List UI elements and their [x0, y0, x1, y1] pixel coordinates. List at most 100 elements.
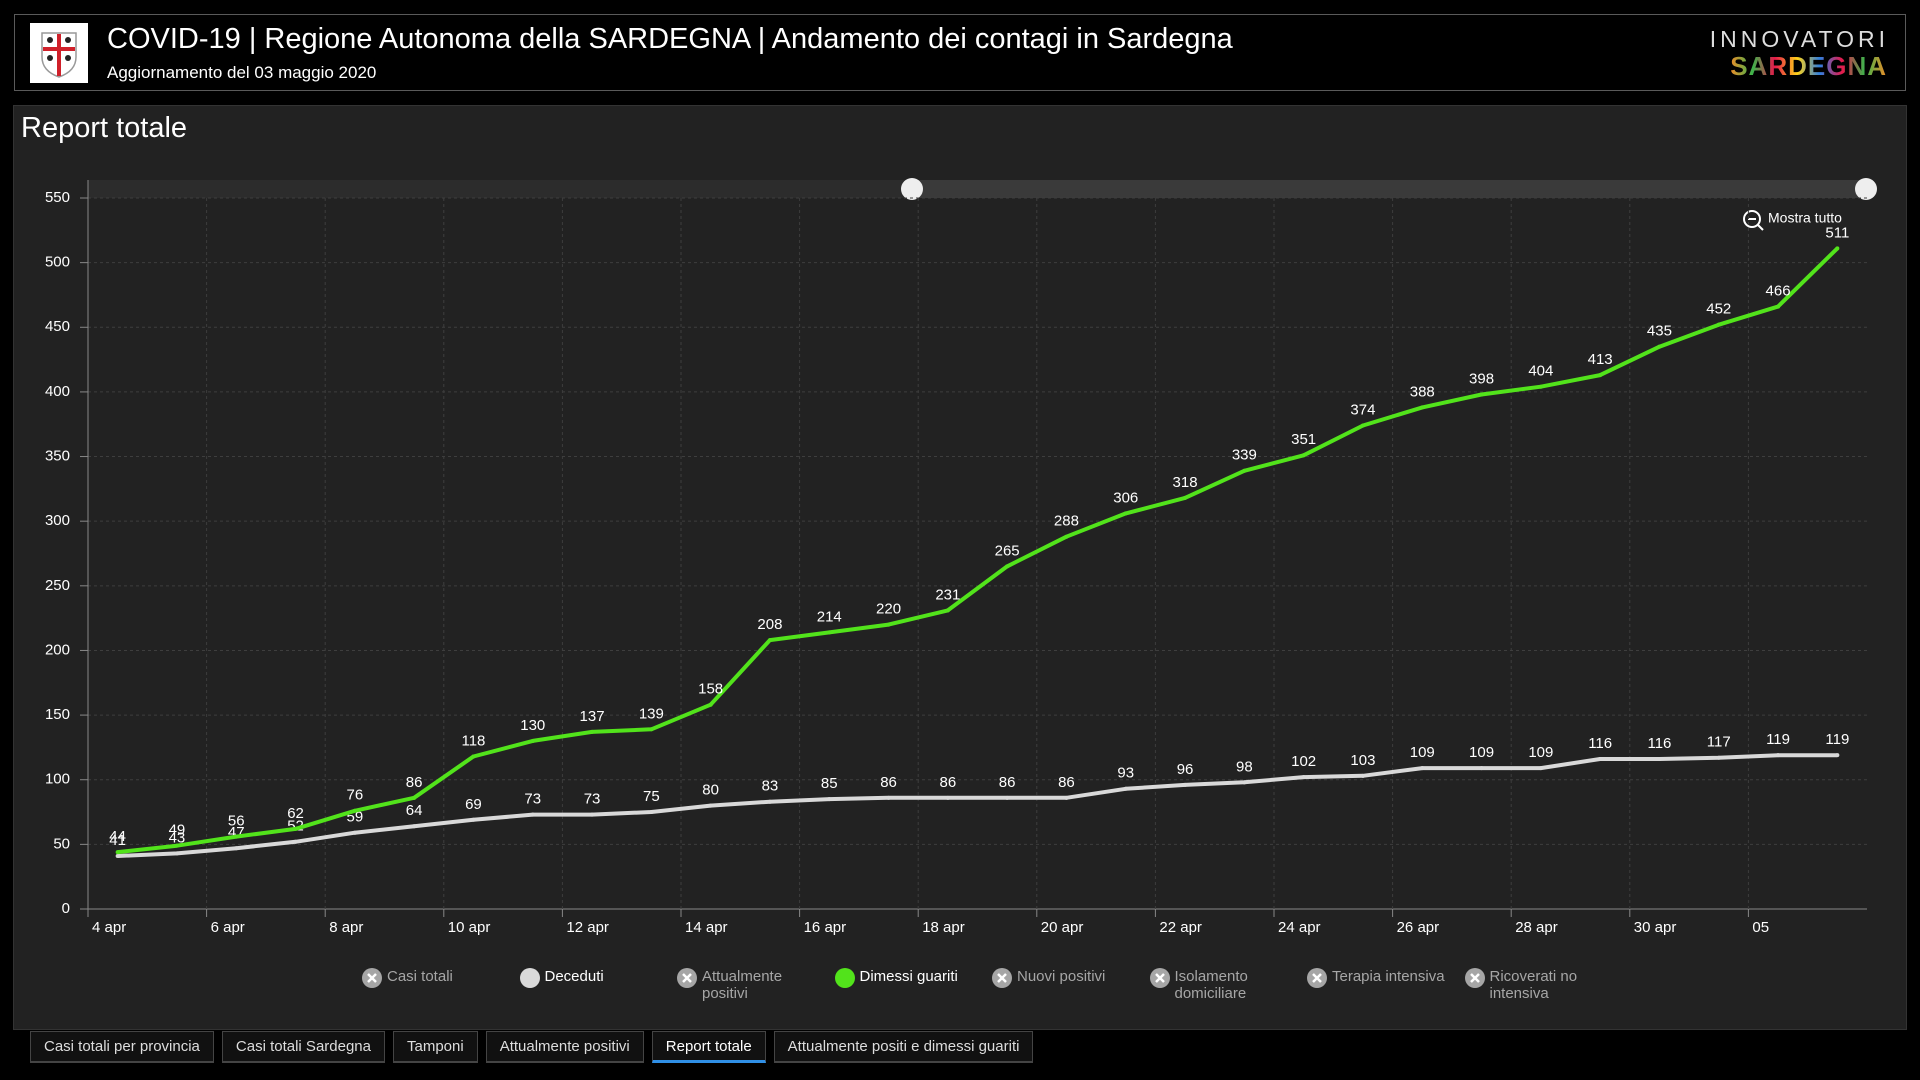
x-tick-label: 20 apr [1041, 919, 1084, 936]
data-label: 86 [1058, 774, 1075, 791]
data-point [234, 846, 239, 851]
legend-item[interactable]: Ricoverati no intensiva [1464, 968, 1610, 1002]
data-label: 98 [1236, 758, 1253, 775]
data-point [352, 830, 357, 835]
legend-item[interactable]: Deceduti [519, 968, 604, 988]
x-tick-label: 18 apr [922, 919, 965, 936]
data-label: 119 [1766, 731, 1790, 748]
data-label: 102 [1291, 753, 1316, 770]
data-label: 73 [524, 791, 541, 808]
data-point [412, 824, 417, 829]
data-label: 93 [1117, 765, 1134, 782]
scrollbar-handle[interactable] [901, 178, 923, 200]
data-label: 41 [109, 832, 126, 849]
tab-bar: Casi totali per provincia Casi totali Sar… [30, 1031, 1041, 1063]
legend-label: Terapia intensiva [1332, 968, 1445, 985]
data-point [1360, 423, 1365, 428]
tab[interactable]: Attualmente positi e dimessi guariti [773, 1031, 1034, 1063]
data-label: 109 [1410, 744, 1435, 761]
data-label: 374 [1350, 401, 1375, 418]
x-tick-label: 22 apr [1159, 919, 1202, 936]
legend-item[interactable]: Terapia intensiva [1307, 968, 1445, 988]
legend-item[interactable]: Attualmente positivi [677, 968, 822, 1002]
data-label: 80 [702, 782, 719, 799]
data-point [1716, 755, 1721, 760]
data-label: 351 [1291, 431, 1316, 448]
legend-label: Deceduti [544, 968, 604, 985]
panel [13, 105, 1907, 1030]
data-label: 288 [1054, 513, 1079, 530]
data-label: 64 [406, 802, 423, 819]
data-point [293, 826, 298, 831]
legend-label: Nuovi positivi [1017, 968, 1106, 985]
data-label: 119 [1825, 731, 1849, 748]
legend-item[interactable]: Nuovi positivi [992, 968, 1105, 988]
legend-label: Isolamento domiciliare [1174, 968, 1248, 1002]
data-point [1183, 782, 1188, 787]
data-label: 69 [465, 796, 482, 813]
tab[interactable]: Report totale [651, 1031, 766, 1063]
data-label: 231 [935, 586, 960, 603]
data-label: 214 [817, 608, 842, 625]
legend-item[interactable]: Dimessi guariti [834, 968, 958, 988]
data-label: 103 [1350, 752, 1375, 769]
y-tick-label: 100 [45, 771, 70, 788]
legend-item[interactable]: Isolamento domiciliare [1149, 968, 1295, 1002]
data-point [1716, 322, 1721, 327]
brand-top: INNOVATORI [1709, 26, 1889, 52]
x-tick-label: 16 apr [804, 919, 847, 936]
hidden-mark [1469, 973, 1480, 983]
x-tick-label: 12 apr [566, 919, 609, 936]
y-tick-label: 150 [45, 706, 70, 723]
data-label: 109 [1469, 744, 1494, 761]
data-point [649, 810, 654, 815]
data-label: 85 [821, 775, 838, 792]
data-point [1538, 384, 1543, 389]
zoom-button[interactable]: Mostra tutto [1743, 210, 1842, 231]
data-label: 388 [1410, 383, 1435, 400]
data-point [1420, 405, 1425, 410]
x-tick-label: 24 apr [1278, 919, 1321, 936]
scrollbar-thumb[interactable] [912, 180, 1867, 198]
data-label: 86 [940, 774, 957, 791]
legend-icon [519, 968, 540, 988]
data-point [115, 850, 120, 855]
data-label: 116 [1588, 735, 1612, 752]
data-label: 139 [639, 705, 664, 722]
data-label: 137 [580, 708, 605, 725]
data-point [1479, 766, 1484, 771]
y-tick-label: 550 [45, 189, 70, 206]
data-label: 86 [999, 774, 1016, 791]
legend-icon [1464, 968, 1485, 988]
data-point [886, 795, 891, 800]
y-tick-label: 400 [45, 383, 70, 400]
data-point [1242, 468, 1247, 473]
data-label: 96 [1177, 761, 1194, 778]
legend-item[interactable]: Casi totali [362, 968, 453, 988]
data-label: 466 [1766, 283, 1791, 300]
data-label: 109 [1528, 744, 1553, 761]
legend-icon [362, 968, 382, 988]
data-label: 86 [880, 774, 897, 791]
tab[interactable]: Casi totali per provincia [30, 1031, 214, 1063]
emblem [30, 23, 88, 83]
data-label: 398 [1469, 370, 1494, 387]
data-point [886, 622, 891, 627]
data-label: 404 [1528, 363, 1553, 380]
page-subtitle: Aggiornamento del 03 maggio 2020 [107, 63, 377, 82]
tab[interactable]: Tamponi [393, 1031, 478, 1063]
tab[interactable]: Casi totali Sardegna [221, 1031, 385, 1063]
zoom-label[interactable]: Mostra tutto [1768, 210, 1842, 226]
data-point [590, 812, 595, 817]
data-point [115, 853, 120, 858]
page-title: COVID-19 | Regione Autonoma della SARDEG… [107, 23, 1233, 55]
data-point [174, 843, 179, 848]
y-tick-label: 350 [45, 448, 70, 465]
scrollbar-handle[interactable] [1855, 178, 1877, 200]
hidden-mark [997, 973, 1007, 983]
y-tick-label: 50 [53, 835, 70, 852]
legend-label: Ricoverati no intensiva [1489, 968, 1578, 1002]
tab[interactable]: Attualmente positivi [485, 1031, 644, 1063]
header: COVID-19 | Regione Autonoma della SARDEG… [14, 14, 1906, 91]
